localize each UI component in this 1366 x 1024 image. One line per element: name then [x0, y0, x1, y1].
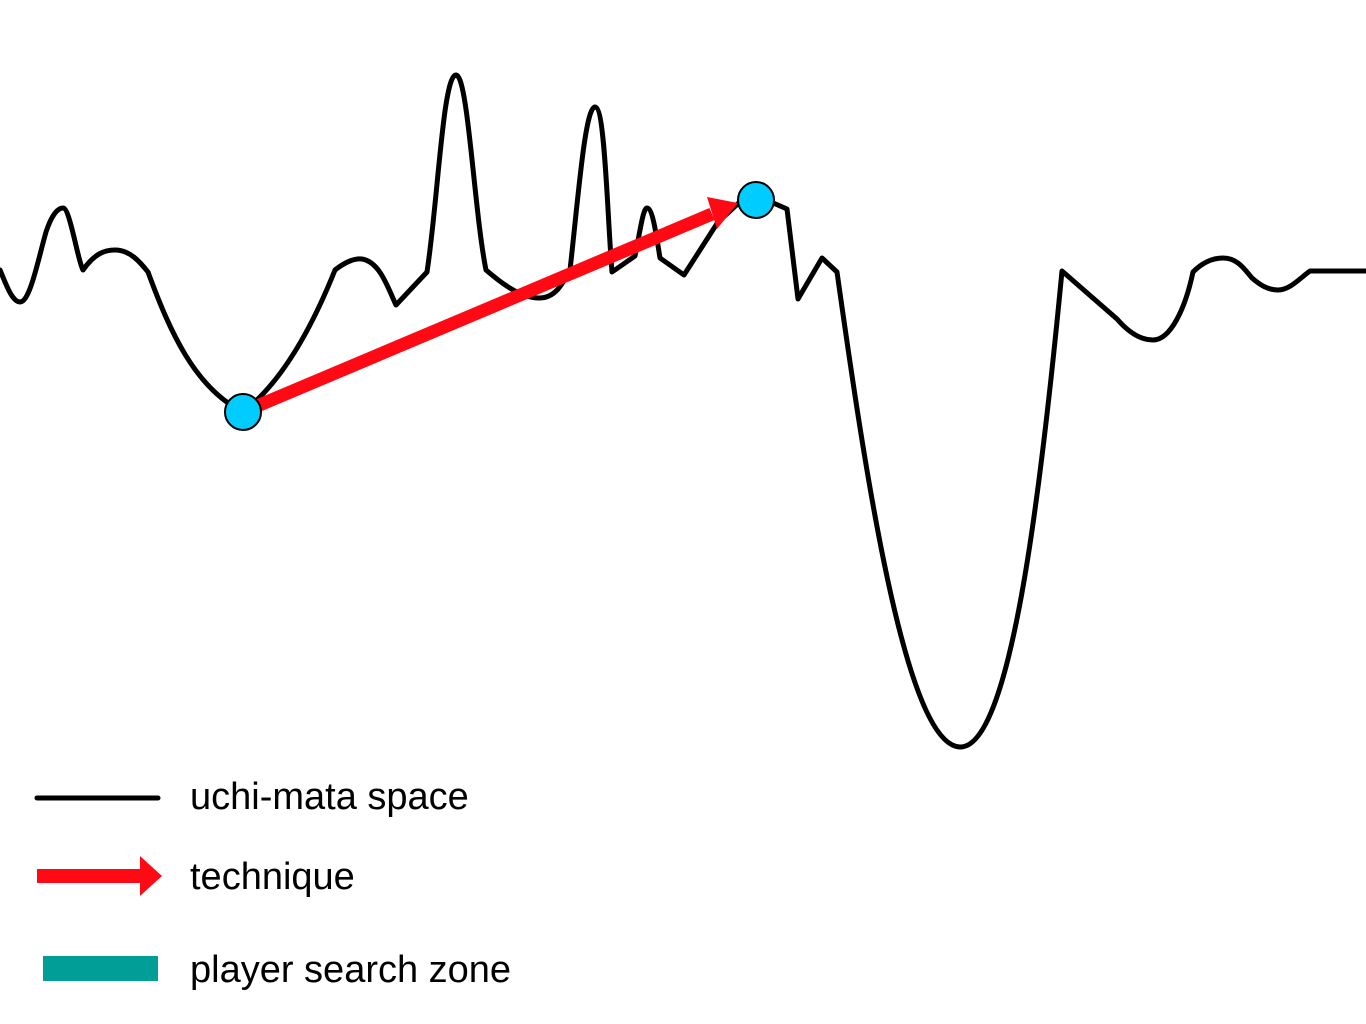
- search-zone-swatch: [43, 956, 158, 981]
- legend-item-landscape: uchi-mata space: [34, 776, 469, 818]
- start-marker: [224, 393, 262, 431]
- legend-item-technique: technique: [37, 856, 355, 898]
- legend-item-search-zone: player search zone: [43, 949, 511, 991]
- technique-legend-label: technique: [190, 856, 355, 898]
- search-zone-legend-label: player search zone: [190, 949, 511, 991]
- technique-arrow-shaft: [240, 208, 715, 418]
- legend: uchi-mata space technique player search …: [34, 776, 511, 991]
- technique-arrow-swatch-head: [140, 856, 162, 896]
- landscape-legend-label: uchi-mata space: [190, 776, 469, 818]
- landscape-curve: [0, 72, 1366, 750]
- end-marker: [737, 181, 775, 219]
- technique-arrowhead: [707, 197, 738, 229]
